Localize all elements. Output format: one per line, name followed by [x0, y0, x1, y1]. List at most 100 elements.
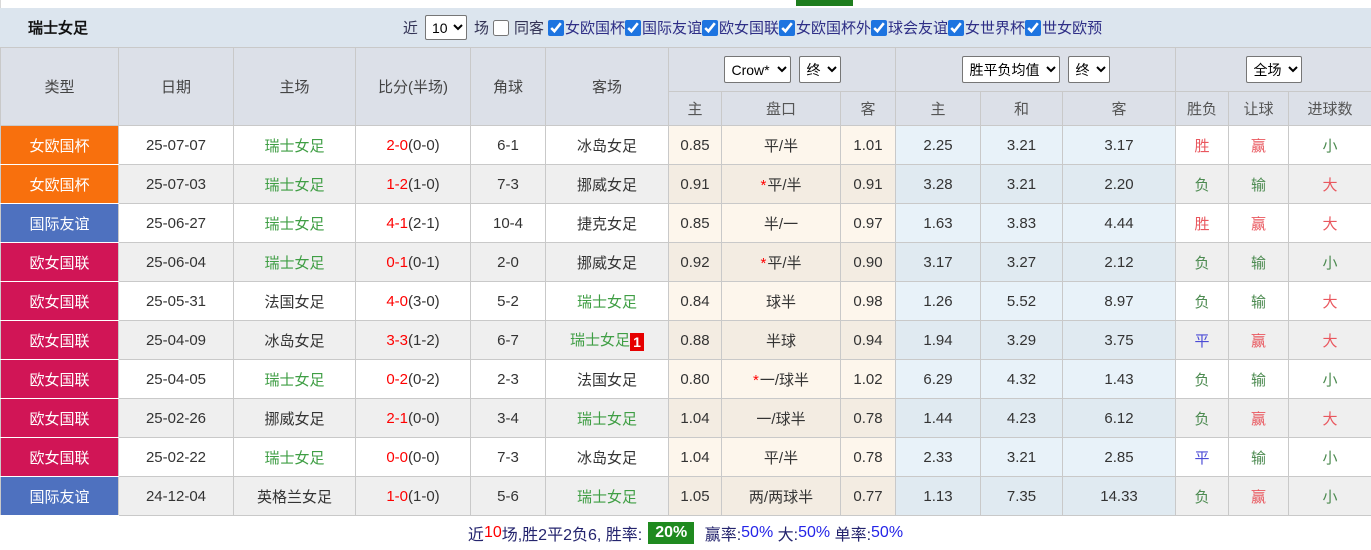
ah-home-odds: 0.85	[669, 204, 722, 243]
avg-lose-odds: 2.12	[1063, 243, 1176, 282]
avg-odds-select[interactable]: 胜平负均值	[962, 56, 1060, 83]
filter-checkbox[interactable]	[779, 20, 795, 36]
ah-handicap: 两/两球半	[722, 477, 841, 516]
corner-score: 6-1	[471, 126, 546, 165]
scope-select[interactable]: 全场	[1246, 56, 1302, 83]
goals-result-cell: 大	[1289, 321, 1371, 360]
filter-checkbox[interactable]	[948, 20, 964, 36]
avg-draw-odds: 4.23	[981, 399, 1063, 438]
matches-table: 类型 日期 主场 比分(半场) 角球 客场 Crow*终 胜平负均值终 全场 主…	[0, 47, 1371, 516]
ah-away-odds: 1.01	[841, 126, 896, 165]
handicap-result-cell: 赢	[1229, 399, 1289, 438]
ah-handicap: 一/球半	[722, 399, 841, 438]
avg-draw-odds: 3.21	[981, 165, 1063, 204]
ah-away-odds: 0.78	[841, 438, 896, 477]
away-team[interactable]: 冰岛女足	[546, 438, 669, 477]
ah-home-odds: 1.05	[669, 477, 722, 516]
filter-item: 球会友谊	[871, 20, 948, 37]
filter-checkbox[interactable]	[871, 20, 887, 36]
ah-away-odds: 0.90	[841, 243, 896, 282]
match-type-badge: 欧女国联	[1, 321, 119, 360]
ah-away-odds: 0.77	[841, 477, 896, 516]
ah-handicap: *平/半	[722, 165, 841, 204]
handicap-result-cell: 输	[1229, 165, 1289, 204]
home-team[interactable]: 英格兰女足	[234, 477, 356, 516]
match-type-badge: 女欧国杯	[1, 126, 119, 165]
home-team[interactable]: 挪威女足	[234, 399, 356, 438]
filter-item: 欧女国联	[702, 20, 779, 37]
home-team[interactable]: 瑞士女足	[234, 204, 356, 243]
ah-away-odds: 0.94	[841, 321, 896, 360]
away-team[interactable]: 挪威女足	[546, 165, 669, 204]
avg-lose-odds: 2.85	[1063, 438, 1176, 477]
col-header-type: 类型	[1, 48, 119, 126]
handicap-result-cell: 赢	[1229, 126, 1289, 165]
avg-win-odds: 3.17	[896, 243, 981, 282]
ah-home-odds: 0.84	[669, 282, 722, 321]
ah-home-odds: 0.88	[669, 321, 722, 360]
home-team[interactable]: 冰岛女足	[234, 321, 356, 360]
sub-header-result: 胜负	[1176, 92, 1229, 126]
avg-win-odds: 2.25	[896, 126, 981, 165]
filter-label: 女欧国杯	[565, 20, 625, 37]
home-team[interactable]: 瑞士女足	[234, 360, 356, 399]
avg-draw-odds: 7.35	[981, 477, 1063, 516]
sub-header-handicap: 盘口	[722, 92, 841, 126]
home-team[interactable]: 瑞士女足	[234, 438, 356, 477]
corner-score: 5-6	[471, 477, 546, 516]
home-team[interactable]: 法国女足	[234, 282, 356, 321]
odds-company-select[interactable]: Crow*	[724, 56, 791, 83]
handicap-result-cell: 赢	[1229, 321, 1289, 360]
goals-result-cell: 大	[1289, 399, 1371, 438]
odds-time-select-2[interactable]: 终	[1068, 56, 1110, 83]
goals-result-cell: 小	[1289, 477, 1371, 516]
avg-draw-odds: 3.21	[981, 126, 1063, 165]
odds-time-select-1[interactable]: 终	[799, 56, 841, 83]
home-team[interactable]: 瑞士女足	[234, 126, 356, 165]
top-strip	[0, 0, 1371, 8]
avg-win-odds: 2.33	[896, 438, 981, 477]
ah-home-odds: 1.04	[669, 438, 722, 477]
match-score: 0-0(0-0)	[356, 438, 471, 477]
rank-badge: 1	[630, 333, 644, 351]
footer-count: 10	[484, 524, 502, 542]
avg-win-odds: 1.63	[896, 204, 981, 243]
filter-checkbox[interactable]	[625, 20, 641, 36]
recent-count-select[interactable]: 10	[425, 15, 467, 40]
match-type-badge: 欧女国联	[1, 438, 119, 477]
match-type-badge: 国际友谊	[1, 204, 119, 243]
col-header-home: 主场	[234, 48, 356, 126]
win-rate-badge: 20%	[648, 522, 694, 544]
match-type-badge: 欧女国联	[1, 282, 119, 321]
match-score: 2-1(0-0)	[356, 399, 471, 438]
home-team[interactable]: 瑞士女足	[234, 243, 356, 282]
green-fragment	[796, 0, 853, 6]
home-team[interactable]: 瑞士女足	[234, 165, 356, 204]
away-team[interactable]: 挪威女足	[546, 243, 669, 282]
filter-label: 欧女国联	[719, 20, 779, 37]
col-header-away: 客场	[546, 48, 669, 126]
away-team[interactable]: 瑞士女足	[546, 477, 669, 516]
filter-checkbox[interactable]	[702, 20, 718, 36]
away-team[interactable]: 法国女足	[546, 360, 669, 399]
filter-label: 球会友谊	[888, 20, 948, 37]
away-team[interactable]: 瑞士女足	[546, 399, 669, 438]
ah-handicap: 球半	[722, 282, 841, 321]
away-team[interactable]: 冰岛女足	[546, 126, 669, 165]
avg-odds-group: 胜平负均值终	[896, 48, 1176, 92]
footer-prefix: 近	[468, 521, 484, 545]
away-team[interactable]: 捷克女足	[546, 204, 669, 243]
result-cell: 负	[1176, 360, 1229, 399]
away-team[interactable]: 瑞士女足	[546, 282, 669, 321]
sub-header-handicap-result: 让球	[1229, 92, 1289, 126]
filter-checkbox[interactable]	[1025, 20, 1041, 36]
same-venue-checkbox[interactable]	[493, 20, 509, 36]
filter-checkbox[interactable]	[548, 20, 564, 36]
odds-company-group: Crow* 终	[669, 48, 896, 92]
handicap-result-cell: 赢	[1229, 477, 1289, 516]
